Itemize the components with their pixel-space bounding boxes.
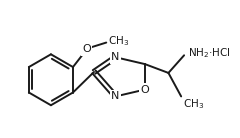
Text: CH$_3$: CH$_3$ xyxy=(183,97,204,111)
Text: N: N xyxy=(111,91,120,101)
Text: NH$_2$·HCl: NH$_2$·HCl xyxy=(188,46,231,60)
Text: O: O xyxy=(82,44,91,54)
Text: N: N xyxy=(111,52,120,62)
Text: CH$_3$: CH$_3$ xyxy=(108,35,129,48)
Text: O: O xyxy=(141,85,149,95)
